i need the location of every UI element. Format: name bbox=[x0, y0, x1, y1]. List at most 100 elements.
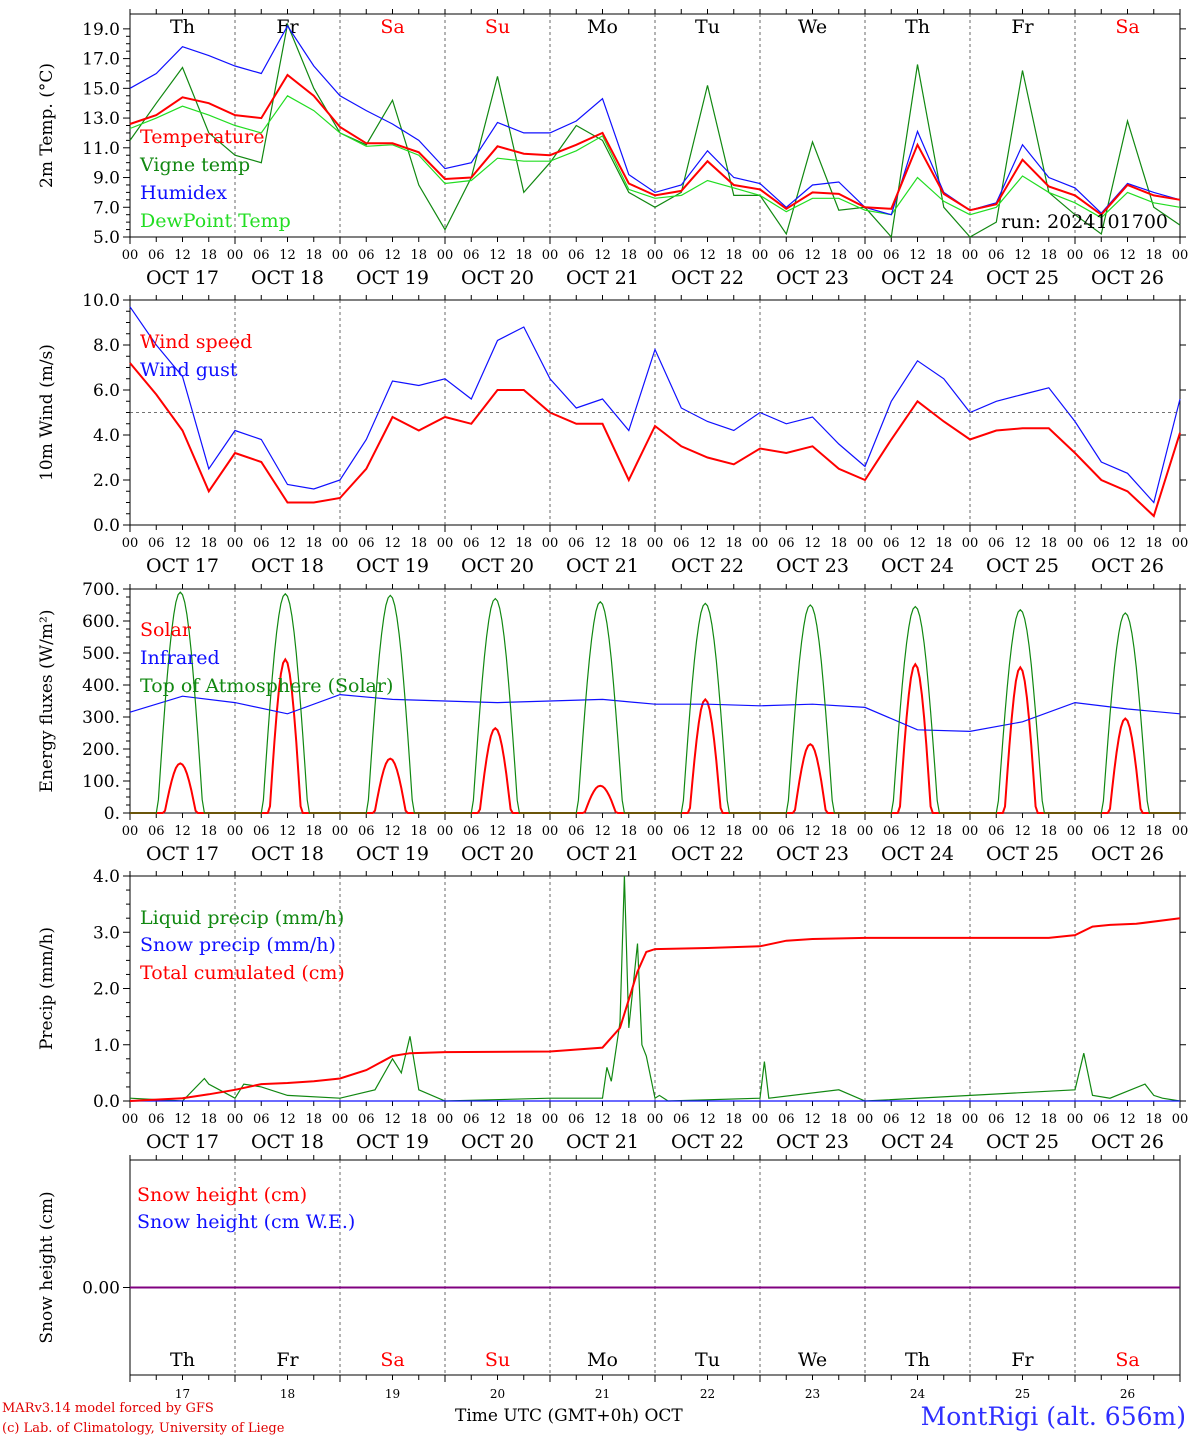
hour-label: 06 bbox=[883, 536, 900, 551]
hour-label: 18 bbox=[620, 536, 637, 551]
hour-label: 00 bbox=[437, 824, 454, 839]
weekday-label: Th bbox=[170, 1349, 195, 1371]
hour-label: 12 bbox=[594, 536, 611, 551]
hour-label: 06 bbox=[463, 536, 480, 551]
series-line-top-of-atmosphere-solar- bbox=[130, 591, 1180, 814]
hour-label: 06 bbox=[148, 824, 165, 839]
hour-label: 18 bbox=[410, 1112, 427, 1127]
legend-entry: Infrared bbox=[140, 647, 220, 669]
date-label: OCT 23 bbox=[776, 1131, 849, 1153]
hour-label: 00 bbox=[1067, 248, 1084, 263]
date-label: OCT 21 bbox=[566, 843, 639, 865]
hour-label: 12 bbox=[489, 1112, 506, 1127]
hour-label: 06 bbox=[148, 248, 165, 263]
y-tick-label: 300. bbox=[82, 708, 120, 728]
y-tick-label: 2.0 bbox=[93, 980, 120, 1000]
hour-label: 12 bbox=[1014, 536, 1031, 551]
y-tick-label: 0.0 bbox=[93, 1092, 120, 1112]
hour-label: 18 bbox=[725, 824, 742, 839]
hour-label: 00 bbox=[1172, 536, 1189, 551]
y-tick-label: 3.0 bbox=[93, 923, 120, 943]
hour-label: 00 bbox=[857, 248, 874, 263]
hour-label: 00 bbox=[1172, 248, 1189, 263]
hour-label: 18 bbox=[410, 536, 427, 551]
date-label: OCT 23 bbox=[776, 555, 849, 577]
hour-label: 12 bbox=[594, 824, 611, 839]
date-label: OCT 23 bbox=[776, 267, 849, 289]
hour-label: 06 bbox=[883, 824, 900, 839]
hour-label: 00 bbox=[122, 536, 139, 551]
day-number: 20 bbox=[490, 1387, 505, 1401]
date-label: OCT 21 bbox=[566, 1131, 639, 1153]
y-tick-label: 15.0 bbox=[82, 79, 120, 99]
panel-frame-0 bbox=[129, 13, 1181, 238]
hour-label: 18 bbox=[935, 248, 952, 263]
date-label: OCT 20 bbox=[461, 843, 534, 865]
hour-label: 12 bbox=[804, 1112, 821, 1127]
hour-label: 00 bbox=[962, 536, 979, 551]
hour-label: 18 bbox=[200, 536, 217, 551]
weekday-label: Sa bbox=[380, 1349, 404, 1371]
hour-label: 00 bbox=[437, 248, 454, 263]
hour-label: 06 bbox=[673, 824, 690, 839]
hour-label: 12 bbox=[1014, 1112, 1031, 1127]
hour-label: 12 bbox=[804, 536, 821, 551]
hour-label: 06 bbox=[358, 536, 375, 551]
y-tick-label: 8.0 bbox=[93, 336, 120, 356]
hour-label: 00 bbox=[227, 1112, 244, 1127]
hour-label: 06 bbox=[253, 248, 270, 263]
day-number: 21 bbox=[595, 1387, 610, 1401]
hour-label: 00 bbox=[1067, 1112, 1084, 1127]
hour-label: 06 bbox=[463, 248, 480, 263]
hour-label: 12 bbox=[1014, 824, 1031, 839]
hour-label: 00 bbox=[542, 1112, 559, 1127]
date-label: OCT 22 bbox=[671, 843, 744, 865]
y-tick-label: 6.0 bbox=[93, 381, 120, 401]
hour-label: 06 bbox=[568, 824, 585, 839]
legend-entry: Solar bbox=[140, 619, 192, 641]
y-axis-label: 10m Wind (m/s) bbox=[37, 344, 57, 481]
y-axis-label: 2m Temp. (°C) bbox=[37, 63, 57, 188]
date-label: OCT 17 bbox=[146, 267, 219, 289]
hour-label: 00 bbox=[647, 1112, 664, 1127]
hour-label: 18 bbox=[305, 248, 322, 263]
hour-label: 18 bbox=[200, 824, 217, 839]
weekday-label: Th bbox=[170, 16, 195, 38]
series-line-infrared bbox=[129, 693, 1181, 733]
hour-label: 18 bbox=[620, 1112, 637, 1127]
hour-label: 00 bbox=[752, 536, 769, 551]
y-axis-label: Precip (mm/h) bbox=[37, 927, 57, 1050]
hour-label: 00 bbox=[227, 248, 244, 263]
hour-label: 06 bbox=[778, 1112, 795, 1127]
y-tick-label: 5.0 bbox=[93, 228, 120, 248]
hour-label: 12 bbox=[174, 536, 191, 551]
y-tick-label: 200. bbox=[82, 740, 120, 760]
hour-label: 12 bbox=[594, 248, 611, 263]
hour-label: 12 bbox=[909, 824, 926, 839]
legend-entry: Temperature bbox=[140, 126, 264, 148]
date-label: OCT 18 bbox=[251, 843, 324, 865]
hour-label: 06 bbox=[778, 824, 795, 839]
date-label: OCT 26 bbox=[1091, 843, 1164, 865]
y-tick-label: 500. bbox=[82, 644, 120, 664]
hour-label: 18 bbox=[410, 248, 427, 263]
y-tick-label: 700. bbox=[82, 580, 120, 600]
hour-label: 06 bbox=[463, 1112, 480, 1127]
series-line-total-cumulated-cm- bbox=[129, 917, 1181, 1102]
hour-label: 12 bbox=[804, 248, 821, 263]
hour-label: 12 bbox=[699, 248, 716, 263]
legend-entry: Wind speed bbox=[140, 331, 252, 353]
day-number: 24 bbox=[910, 1387, 926, 1401]
hour-label: 12 bbox=[909, 248, 926, 263]
hour-label: 18 bbox=[515, 536, 532, 551]
date-label: OCT 24 bbox=[881, 555, 954, 577]
hour-label: 00 bbox=[227, 536, 244, 551]
weekday-label: Tu bbox=[695, 1349, 720, 1371]
hour-label: 18 bbox=[830, 536, 847, 551]
hour-label: 18 bbox=[1145, 824, 1162, 839]
hour-label: 00 bbox=[332, 248, 349, 263]
weekday-label: Fr bbox=[276, 1349, 299, 1371]
hour-label: 18 bbox=[935, 536, 952, 551]
hour-label: 12 bbox=[384, 248, 401, 263]
day-number: 18 bbox=[280, 1387, 295, 1401]
